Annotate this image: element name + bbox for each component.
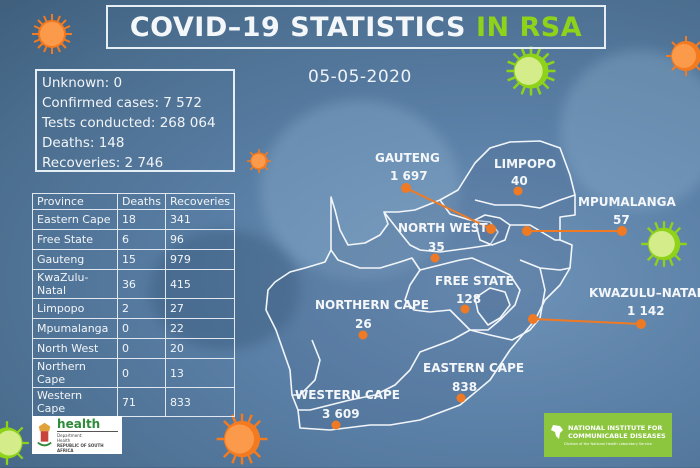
table-row: Northern Cape 0 13 bbox=[32, 358, 236, 388]
kwazulu-natal-marker bbox=[636, 319, 646, 329]
green-virus-icon bbox=[0, 421, 29, 465]
unknown-stat: Unknown: 0 bbox=[42, 75, 123, 91]
label-western-cape: WESTERN CAPE bbox=[295, 388, 401, 402]
country-outline bbox=[265, 140, 576, 431]
mpumalanga-marker bbox=[617, 226, 627, 236]
free-state-boundary bbox=[419, 257, 521, 331]
northern-cape-boundary bbox=[298, 249, 471, 411]
title-highlight: IN RSA bbox=[475, 11, 583, 43]
health-sub-department: Department: bbox=[57, 430, 118, 438]
gauteng-marker bbox=[401, 183, 411, 193]
health-sub-health: Health bbox=[57, 437, 71, 443]
kwazulu-natal-location-marker bbox=[528, 314, 538, 324]
kwazulu-natal-boundary bbox=[539, 267, 546, 319]
limpopo-boundary bbox=[474, 194, 576, 209]
health-wordmark: health bbox=[57, 416, 101, 431]
deaths-stat: Deaths: 148 bbox=[42, 135, 125, 151]
cases-mpumalanga: 57 bbox=[613, 213, 630, 227]
cases-kwazulu-natal: 1 142 bbox=[627, 304, 665, 318]
cases-northern-cape: 26 bbox=[355, 317, 372, 331]
cell-province: Free State bbox=[32, 229, 118, 250]
cell-deaths: 71 bbox=[116, 387, 166, 417]
mpumalanga-boundary bbox=[510, 224, 571, 271]
label-limpopo: LIMPOPO bbox=[494, 157, 557, 171]
report-date: 05-05-2020 bbox=[308, 67, 412, 87]
cases-north-west: 35 bbox=[428, 240, 445, 254]
cell-deaths: 0 bbox=[116, 358, 166, 388]
table-header-row: Province Deaths Recoveries bbox=[32, 193, 236, 210]
cases-free-state: 128 bbox=[456, 292, 482, 306]
cell-province: Eastern Cape bbox=[32, 209, 118, 230]
north-west-marker bbox=[430, 253, 440, 263]
coat-of-arms-icon bbox=[37, 422, 52, 447]
cell-province: KwaZulu-Natal bbox=[32, 269, 118, 299]
label-kwazulu-natal: KWAZULU–NATAL bbox=[589, 286, 700, 300]
limpopo-marker bbox=[513, 186, 523, 196]
cell-recoveries: 341 bbox=[164, 209, 236, 230]
orange-virus-icon bbox=[666, 36, 700, 76]
nicd-logo: NATIONAL INSTITUTE FOR COMMUNICABLE DISE… bbox=[544, 413, 672, 457]
tests-conducted-stat: Tests conducted: 268 064 bbox=[42, 115, 216, 131]
orange-virus-icon bbox=[216, 413, 268, 465]
western-cape-marker bbox=[331, 420, 341, 430]
lesotho-outline bbox=[474, 287, 511, 326]
cell-recoveries: 415 bbox=[164, 269, 236, 299]
page-title: COVID–19 STATISTICS IN RSA bbox=[106, 5, 606, 49]
kwazulu-natal-leader-line bbox=[532, 318, 642, 325]
label-gauteng: GAUTENG bbox=[375, 151, 440, 165]
table-row: North West 0 20 bbox=[32, 338, 236, 359]
table-row: Western Cape 71 833 bbox=[32, 387, 236, 417]
label-free-state: FREE STATE bbox=[435, 274, 514, 288]
cases-limpopo: 40 bbox=[511, 174, 528, 188]
gauteng-leader-line bbox=[405, 187, 492, 230]
gauteng-location-marker bbox=[486, 224, 496, 234]
orange-virus-icon bbox=[247, 149, 271, 173]
green-virus-icon bbox=[506, 46, 556, 96]
table-row: Eastern Cape 18 341 bbox=[32, 209, 236, 230]
north-west-boundary bbox=[383, 199, 499, 253]
nicd-name-line1: NATIONAL INSTITUTE FOR bbox=[568, 424, 663, 432]
summary-stats-box: Unknown: 0 Confirmed cases: 7 572 Tests … bbox=[35, 69, 235, 172]
health-sub-republic: REPUBLIC OF SOUTH AFRICA bbox=[57, 442, 104, 453]
label-mpumalanga: MPUMALANGA bbox=[578, 195, 676, 209]
cases-western-cape: 3 609 bbox=[322, 407, 360, 421]
label-north-west: NORTH WEST bbox=[398, 221, 488, 235]
africa-map-icon bbox=[551, 425, 563, 439]
nicd-subtitle: Division of the National Health Laborato… bbox=[564, 442, 652, 446]
department-of-health-logo: health Department: Health REPUBLIC OF SO… bbox=[32, 416, 122, 454]
recoveries-stat: Recoveries: 2 746 bbox=[42, 155, 164, 171]
orange-virus-icon bbox=[32, 14, 72, 54]
cases-gauteng: 1 697 bbox=[390, 169, 428, 183]
cell-recoveries: 833 bbox=[164, 387, 236, 417]
green-virus-icon bbox=[641, 221, 687, 267]
title-main: COVID–19 STATISTICS bbox=[129, 11, 466, 43]
western-cape-boundary bbox=[292, 339, 321, 396]
virus-background-shape bbox=[560, 50, 700, 210]
table-row: KwaZulu-Natal 36 415 bbox=[32, 269, 236, 299]
table-row: Limpopo 2 27 bbox=[32, 298, 236, 319]
eastern-cape-marker bbox=[456, 393, 466, 403]
cell-province: Northern Cape bbox=[32, 358, 118, 388]
nicd-name-line2: COMMUNICABLE DISEASES bbox=[568, 432, 666, 440]
confirmed-cases-stat: Confirmed cases: 7 572 bbox=[42, 95, 202, 111]
eastern-cape-boundary bbox=[469, 317, 541, 341]
mpumalanga-location-marker bbox=[522, 226, 532, 236]
label-eastern-cape: EASTERN CAPE bbox=[423, 361, 525, 375]
label-northern-cape: NORTHERN CAPE bbox=[315, 298, 429, 312]
free-state-marker bbox=[460, 304, 470, 314]
northern-cape-marker bbox=[358, 330, 368, 340]
cases-eastern-cape: 838 bbox=[452, 380, 478, 394]
province-table: Province Deaths Recoveries Eastern Cape 1… bbox=[32, 193, 236, 417]
cell-province: Western Cape bbox=[32, 387, 118, 417]
